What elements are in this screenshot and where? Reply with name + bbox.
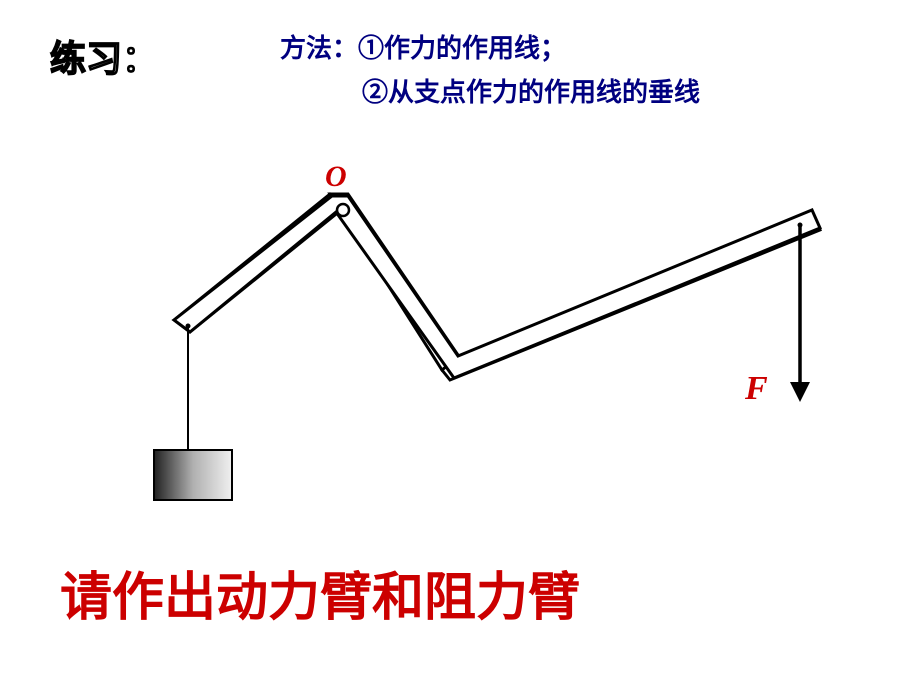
pivot-point xyxy=(337,204,349,216)
method-line-2: ②从支点作力的作用线的垂线 xyxy=(362,72,700,109)
force-arrow xyxy=(790,223,810,403)
force-label: F xyxy=(745,370,768,408)
instruction-text: 请作出动力臂和阻力臂 xyxy=(60,555,580,630)
weight-block xyxy=(154,450,232,500)
pivot-label: O xyxy=(325,160,347,194)
lever-outline xyxy=(174,196,820,378)
method-line-1: 方法：①作力的作用线； xyxy=(280,28,566,65)
exercise-title: 练习： xyxy=(50,30,158,82)
lever-diagram xyxy=(130,170,850,510)
